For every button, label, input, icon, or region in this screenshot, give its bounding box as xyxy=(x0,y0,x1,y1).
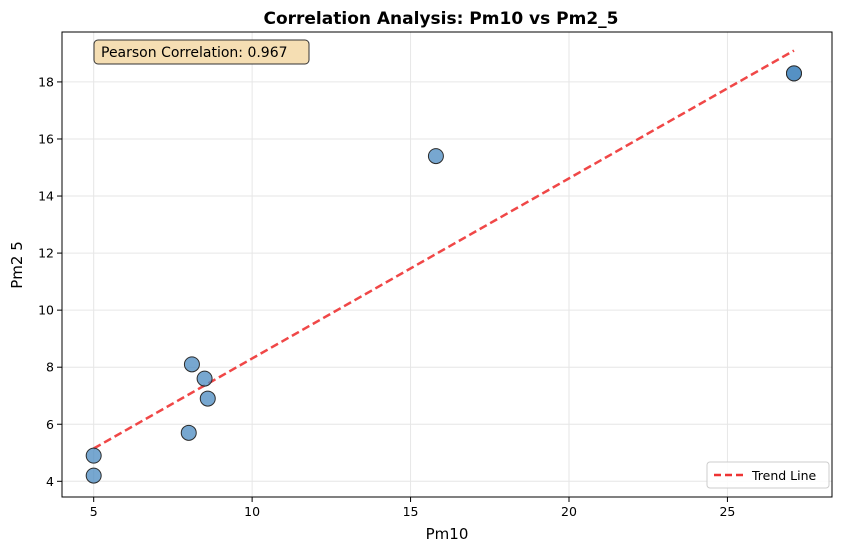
x-tick-label: 25 xyxy=(719,504,735,519)
x-tick-label: 5 xyxy=(90,504,98,519)
y-axis-label: Pm2 5 xyxy=(8,241,26,289)
y-tick-label: 16 xyxy=(38,131,54,146)
grid-lines xyxy=(62,32,832,497)
legend-box xyxy=(706,461,830,489)
x-axis-ticks: 5 10 15 20 25 xyxy=(90,497,735,519)
data-point xyxy=(85,467,102,484)
x-tick-label: 15 xyxy=(403,504,419,519)
y-tick-label: 14 xyxy=(38,189,54,204)
y-tick-label: 18 xyxy=(38,74,54,89)
x-tick-label: 20 xyxy=(561,504,577,519)
correlation-annotation: Pearson Correlation: 0.967 xyxy=(93,39,310,65)
annotation-text: Pearson Correlation: 0.967 xyxy=(101,45,288,61)
y-tick-label: 8 xyxy=(46,360,54,375)
data-point xyxy=(199,390,216,407)
data-point xyxy=(427,148,444,165)
data-point xyxy=(196,370,213,387)
y-tick-label: 10 xyxy=(38,303,54,318)
data-point xyxy=(785,65,802,82)
legend-label-trend: Trend Line xyxy=(751,468,817,483)
data-point xyxy=(183,356,200,373)
y-axis-ticks: 4 6 8 10 12 14 16 18 xyxy=(38,74,62,489)
x-axis-label: Pm10 xyxy=(426,525,469,543)
annotation-box xyxy=(93,39,310,65)
trend-line xyxy=(93,49,795,450)
trend-line-group xyxy=(93,49,795,450)
y-tick-label: 4 xyxy=(46,474,54,489)
plot-frame xyxy=(61,31,833,498)
chart-title: Correlation Analysis: Pm10 vs Pm2_5 xyxy=(263,9,618,29)
legend: Trend Line xyxy=(706,461,830,489)
y-tick-label: 12 xyxy=(38,246,54,261)
data-point xyxy=(85,447,102,464)
data-point xyxy=(180,424,197,441)
x-tick-label: 10 xyxy=(244,504,260,519)
y-tick-label: 6 xyxy=(46,417,54,432)
data-points xyxy=(85,65,802,484)
